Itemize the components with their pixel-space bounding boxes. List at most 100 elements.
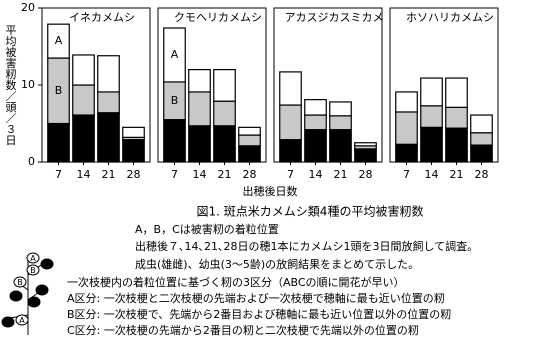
- bar-segment: [238, 145, 261, 163]
- caption: 図1. 斑点米カメムシ類4種の平均被害籾数: [197, 204, 424, 219]
- panel-frame: [273, 7, 383, 163]
- class-note: 一次枝梗内の着粒位置に基づく籾の3区分（ABCの順に開花が早い）: [67, 275, 405, 289]
- grain: [13, 276, 27, 288]
- bar-segment: [188, 125, 211, 163]
- x-tick-label: 21: [334, 168, 348, 181]
- bar-segment: [72, 84, 95, 116]
- bar-segment: [47, 23, 70, 59]
- bar-segment: [354, 148, 377, 163]
- segment-label: C: [55, 136, 63, 149]
- bar-segment: [470, 144, 493, 163]
- note: 成虫(雄雌)、幼虫(3～5齢)の放飼結果をまとめて示した。: [135, 257, 419, 271]
- bar-segment: [445, 77, 468, 108]
- bar-segment: [97, 112, 120, 163]
- x-tick-label: 7: [55, 168, 62, 181]
- bar-segment: [304, 129, 327, 163]
- grain: [40, 258, 54, 270]
- bar-segment: [470, 132, 493, 146]
- bar-segment: [279, 104, 302, 141]
- segment-label: C: [171, 134, 179, 147]
- grain-label: C: [44, 260, 50, 269]
- x-tick-label: 21: [102, 168, 116, 181]
- bar-segment: [279, 71, 302, 106]
- x-tick-label: 21: [218, 168, 232, 181]
- segment-label: B: [171, 94, 179, 107]
- bar-segment: [97, 55, 120, 93]
- note: A，B，Cは被害籾の着粒位置: [135, 222, 279, 236]
- grain: [1, 316, 15, 328]
- grain-label: C: [39, 286, 45, 295]
- bar-segment: [420, 105, 443, 128]
- grain-label: B: [17, 278, 23, 287]
- y-tick-label: 10: [21, 78, 35, 91]
- grain-label: C: [13, 292, 19, 301]
- bar-segment: [395, 143, 418, 163]
- y-tick-label: 0: [28, 155, 35, 168]
- panel-frame: [157, 7, 267, 163]
- bar-segment: [122, 126, 145, 138]
- bar-segment: [304, 114, 327, 131]
- panel-title: イネカメムシ: [69, 11, 135, 24]
- panel-title: アカスジカスミカメ: [285, 11, 384, 24]
- x-tick-label: 14: [193, 168, 207, 181]
- bar-segment: [279, 139, 302, 163]
- x-tick-label: 28: [475, 168, 489, 181]
- x-tick-label: 28: [127, 168, 141, 181]
- bar-segment: [470, 114, 493, 134]
- grain: [26, 264, 40, 276]
- class-note: B区分: 一次枝梗で、先端から2番目および穂軸に最も近い位置以外の位置の籾: [67, 307, 451, 321]
- bar-segment: [238, 134, 261, 147]
- bar-segment: [238, 126, 261, 136]
- bar-segment: [188, 91, 211, 127]
- bar-segment: [304, 99, 327, 116]
- note: 出穂後７､14､21､28日の穂1本にカメムシ1頭を3日間放飼して調査。: [135, 239, 478, 253]
- bar-segment: [213, 125, 236, 163]
- bar-segment: [72, 114, 95, 163]
- grain: [15, 314, 29, 326]
- x-tick-label: 28: [243, 168, 257, 181]
- grain: [9, 290, 23, 302]
- x-tick-label: 28: [359, 168, 373, 181]
- grain: [26, 252, 40, 264]
- segment-label: A: [55, 34, 63, 47]
- grain-label: B: [30, 266, 36, 275]
- grain-label: C: [5, 318, 11, 327]
- panel-frame: [41, 7, 151, 163]
- grain-label: A: [19, 316, 25, 325]
- x-tick-label: 7: [171, 168, 178, 181]
- bar-segment: [395, 111, 418, 145]
- bar-segment: [329, 129, 352, 163]
- bar-segment: [122, 139, 145, 163]
- x-tick-label: 7: [287, 168, 294, 181]
- bar-segment: [329, 115, 352, 131]
- bar-segment: [188, 68, 211, 93]
- bar-segment: [445, 106, 468, 129]
- bar-segment: [213, 68, 236, 102]
- bar-segment: [213, 100, 236, 127]
- bar-segment: [72, 54, 95, 86]
- x-axis-label: 出穂後日数: [243, 184, 298, 198]
- panel-frame: [389, 7, 499, 163]
- x-tick-label: 7: [403, 168, 410, 181]
- class-note: A区分: 一次枝梗と二次枝梗の先端および一次枝梗で穂軸に最も近い位置の籾: [67, 291, 445, 305]
- segment-label: A: [171, 48, 179, 61]
- grain-label: C: [31, 298, 37, 307]
- panel-title: クモヘリカメムシ: [174, 11, 262, 24]
- panel-title: ホソハリカメムシ: [406, 11, 494, 24]
- x-tick-label: 14: [425, 168, 439, 181]
- segment-label: B: [55, 84, 63, 97]
- bar-segment: [420, 126, 443, 163]
- bar-segment: [163, 27, 186, 83]
- grain: [35, 284, 49, 296]
- bar-segment: [395, 91, 418, 113]
- bar-segment: [445, 127, 468, 163]
- x-tick-label: 21: [450, 168, 464, 181]
- y-axis-label: 平均被害籾数／頭／３日: [4, 25, 17, 146]
- class-note: C区分: 一次枝梗の先端から2番目の籾と二次枝梗で先端以外の位置の籾: [67, 323, 419, 337]
- bar-segment: [354, 142, 377, 147]
- bar-segment: [420, 77, 443, 107]
- y-tick-label: 20: [21, 1, 35, 14]
- bar-segment: [97, 91, 120, 114]
- x-tick-label: 14: [77, 168, 91, 181]
